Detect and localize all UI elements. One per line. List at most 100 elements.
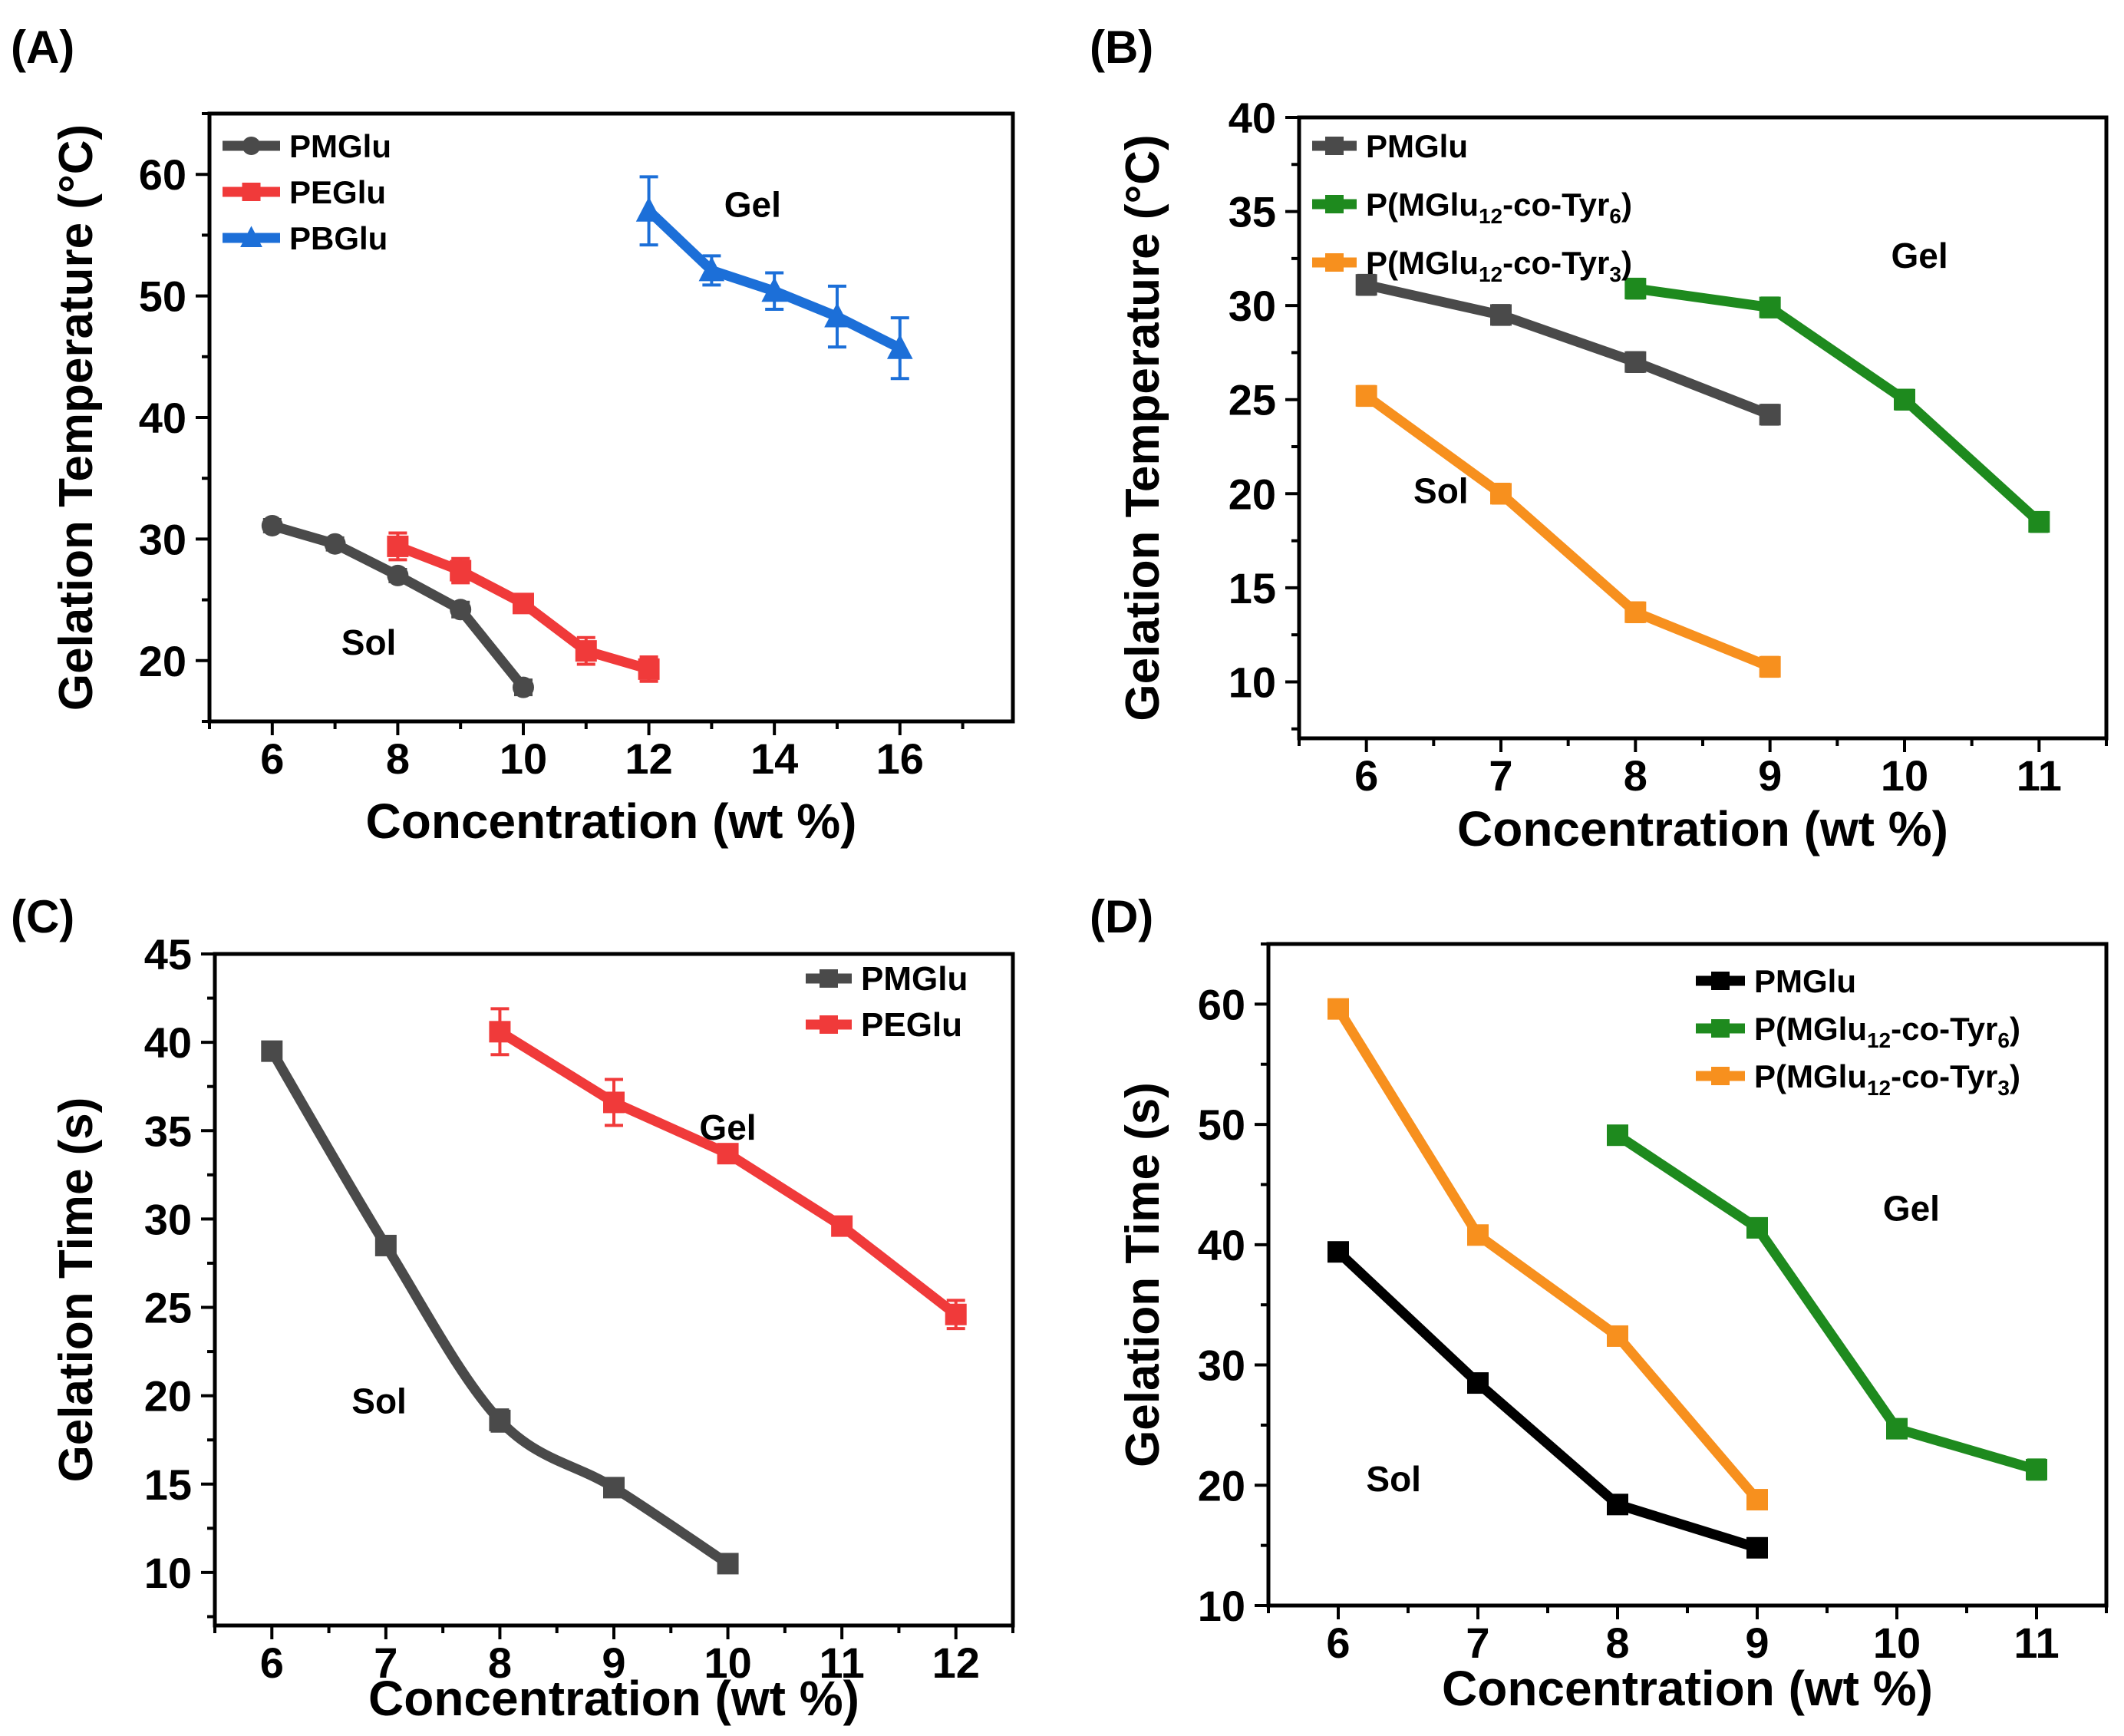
x-tick-label: 6 [260,734,284,783]
legend-marker [242,183,261,201]
y-axis-label: Gelation Time (s) [50,1097,103,1483]
legend-label-part: P(MGlu [1366,186,1479,223]
data-point [1759,655,1781,678]
x-axis-label: Concentration (wt %) [368,1671,859,1726]
data-point [1467,1224,1489,1246]
x-tick-label: 11 [2017,751,2062,800]
x-tick-label: 8 [386,734,410,783]
y-tick-label: 45 [144,930,192,979]
data-point [1490,304,1512,326]
x-tick-label: 11 [820,1639,865,1687]
series-line [1361,279,1776,420]
y-tick-label: 20 [139,637,186,685]
legend-label-part: 3 [1609,262,1621,286]
legend-label-part: -co-Tyr [1891,1011,1997,1047]
panel-b: (B) 6 7 8 9 10 11 10 15 20 25 30 35 40 Concentration (… [1090,21,2109,856]
x-tick-label: 6 [1354,751,1378,800]
legend-marker [820,969,838,988]
y-tick-label: 10 [1229,658,1276,706]
legend-label: P(MGlu12-co-Tyr3) [1754,1058,2020,1100]
data-point [698,256,725,282]
data-point [387,564,409,586]
x-tick-label: 6 [1326,1619,1350,1667]
x-tick-label: 14 [750,734,798,783]
region-annotation: Sol [341,622,397,662]
data-point [1467,1372,1489,1394]
panel-d: (D) 6 7 8 9 10 11 10 20 30 40 50 60 Concentration (wt… [1090,891,2109,1716]
x-tick-label: 9 [602,1639,625,1687]
data-point [945,1303,967,1325]
series-1 [1624,277,2050,533]
data-point [450,559,472,582]
legend-marker [1711,972,1730,990]
series-1 [387,531,660,683]
legend-label: PMGlu [1366,128,1468,164]
y-tick-label: 60 [139,150,186,199]
data-point [1886,1418,1908,1440]
x-tick-label: 10 [1873,1619,1921,1667]
legend-label: P(MGlu12-co-Tyr3) [1366,245,1632,286]
region-annotation: Sol [351,1381,407,1421]
data-point [575,640,597,662]
series-0 [261,514,534,698]
data-point [717,1143,739,1165]
legend-marker [240,226,262,247]
y-tick-label: 35 [1229,188,1276,236]
legend-label-part: 12 [1479,204,1502,228]
data-point [450,599,472,621]
data-point [1607,1124,1628,1147]
x-tick-label: 11 [2014,1619,2059,1667]
legend-label-part: ) [2010,1058,2020,1094]
y-tick-label: 10 [144,1549,192,1597]
x-tick-label: 6 [260,1639,284,1687]
data-point [1490,483,1512,505]
legend-label: PMGlu [289,128,391,164]
legend-label: PEGlu [289,174,386,210]
y-tick-label: 15 [1229,564,1276,612]
series-2 [1355,384,1781,678]
legend-marker [242,137,261,155]
legend-label-part: P(MGlu [1754,1058,1867,1094]
legend-label-part: 6 [1609,204,1621,228]
data-point [512,676,534,698]
data-point [824,302,850,328]
series-line [1333,1004,1763,1505]
y-axis-label: Gelation Time (s) [1116,1082,1169,1467]
x-tick-label: 12 [932,1639,980,1687]
data-point [1746,1489,1768,1511]
y-tick-label: 50 [1198,1101,1245,1149]
series-line [1630,283,2044,527]
data-point [1759,404,1781,426]
x-axis-label: Concentration (wt %) [1442,1661,1933,1716]
region-annotation: Sol [1413,471,1469,511]
legend-label-part: ) [1621,245,1632,281]
region-annotation: Gel [1891,236,1948,276]
legend-label-part: 12 [1867,1076,1891,1100]
legend-label-part: 6 [1997,1028,2010,1052]
data-point [1624,601,1647,623]
y-tick-label: 10 [1198,1582,1245,1630]
legend-label-part: -co-Tyr [1891,1058,1997,1094]
data-point [603,1091,625,1114]
y-tick-label: 20 [1198,1461,1245,1510]
series-line [1612,1130,2042,1475]
series-0 [1355,273,1781,426]
legend-label: P(MGlu12-co-Tyr6) [1754,1011,2020,1052]
data-point [638,658,660,680]
x-tick-label: 16 [876,734,924,783]
data-point [761,277,787,302]
legend: PMGlu P(MGlu12-co-Tyr6)P(MGlu12-co-Tyr3) [1312,128,1632,286]
data-point [1355,384,1377,407]
legend-label-part: -co-Tyr [1502,245,1609,281]
data-point [2026,1458,2047,1480]
series-2 [1328,998,1768,1511]
data-point [635,196,662,222]
data-point [1746,1216,1768,1239]
data-point [717,1553,739,1575]
x-tick-label: 7 [374,1639,397,1687]
legend-label: PMGlu [861,960,968,998]
series-line [494,1026,961,1320]
data-point [374,1234,397,1256]
y-tick-label: 50 [139,272,186,321]
